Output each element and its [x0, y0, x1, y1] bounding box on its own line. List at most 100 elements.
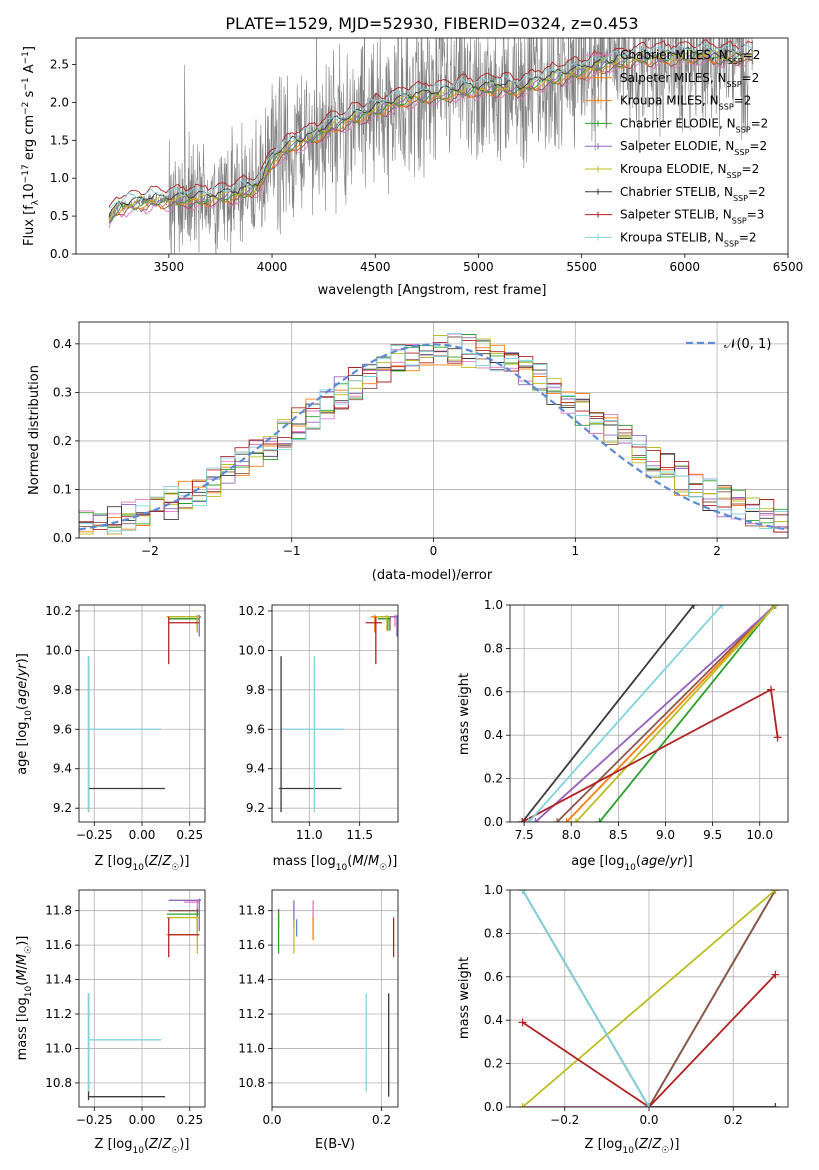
residuals-y-tick-label: 0.1	[53, 482, 72, 496]
mass-weight-vs-age-plot-area	[510, 605, 788, 822]
mass-vs-ebv-y-tick-label: 11.2	[238, 1007, 265, 1021]
residuals-y-tick-label: 0.4	[53, 337, 72, 351]
age-vs-z-y-tick-label: 9.6	[53, 722, 72, 736]
mass-weight-vs-age-marker	[595, 818, 604, 822]
mass-weight-vs-age-marker	[571, 818, 580, 822]
age-vs-mass-x-label: mass [log10(M/M☉)]	[273, 854, 398, 873]
mass-weight-vs-age-x-label: age [log10(age/yr)]	[571, 854, 693, 873]
age-vs-mass-y-tick-label: 9.4	[246, 762, 265, 776]
age-vs-z-y-tick-label: 9.4	[53, 762, 72, 776]
mass-weight-vs-age-marker	[767, 685, 776, 694]
residual-histogram-8	[79, 340, 788, 538]
mass-weight-vs-z-x-tick-label: −0.2	[550, 1113, 579, 1127]
mass-weight-vs-z-panel: Z [log10(Z/Z☉)] mass weight −0.2 0.0 0.2 0.…	[457, 883, 789, 1156]
age-vs-z-x-tick-label: 0.25	[176, 828, 203, 842]
mass-weight-vs-z-y-tick-label: 1.0	[484, 883, 503, 897]
mass-weight-vs-z-y-label: mass weight	[457, 957, 472, 1039]
mass-vs-z-y-tick-label: 11.4	[45, 973, 72, 987]
model-line-6	[108, 48, 754, 222]
legend-label-2: Salpeter MILES, NSSP=2	[620, 71, 759, 89]
mass-vs-z-panel: Z [log10(Z/Z☉)] mass [log10(M/M☉)] −0.25…	[15, 889, 206, 1156]
legend-label-7: Chabrier STELIB, NSSP=2	[620, 185, 766, 203]
spectrum-y-label: Flux [fλ10−17 erg cm−2 s−1 A−1]	[21, 46, 41, 246]
legend-label-3: Kroupa MILES, NSSP=2	[620, 94, 751, 112]
residuals-plot-area	[79, 322, 788, 538]
mass-weight-vs-z-frame	[509, 889, 789, 1108]
age-vs-mass-x-tick-label: 11.5	[346, 828, 373, 842]
mass-weight-vs-age-y-tick-label: 0.2	[484, 772, 503, 786]
age-vs-mass-y-tick-label: 9.6	[246, 722, 265, 736]
mass-vs-ebv-x-tick-label: 0.0	[262, 1113, 281, 1127]
residuals-y-tick-label: 0.3	[53, 385, 72, 399]
residuals-x-label: (data-model)/error	[372, 568, 493, 583]
mass-weight-vs-age-frame	[509, 604, 789, 823]
mass-weight-vs-age-marker	[771, 605, 780, 609]
mass-weight-vs-z-marker	[518, 1018, 527, 1027]
age-vs-z-plot-area	[79, 605, 205, 822]
mass-weight-vs-z-marker	[771, 970, 780, 979]
mass-weight-vs-age-y-tick-label: 0.4	[484, 728, 503, 742]
spectrum-frame	[75, 37, 789, 255]
model-line-9	[108, 42, 754, 209]
mass-vs-ebv-y-tick-label: 11.4	[238, 973, 265, 987]
model-line-5	[108, 50, 754, 224]
age-vs-mass-y-tick-label: 10.2	[238, 604, 265, 618]
age-vs-mass-plot-area	[272, 605, 398, 822]
mass-vs-ebv-x-tick-label: 0.2	[372, 1113, 391, 1127]
mass-weight-vs-age-series-2	[556, 605, 776, 822]
mass-weight-vs-age-series-6	[575, 605, 777, 822]
residuals-frame	[78, 321, 789, 539]
mass-weight-vs-age-y-tick-label: 1.0	[484, 598, 503, 612]
mass-weight-vs-age-marker	[518, 818, 527, 822]
spectrum-x-tick-label: 6000	[670, 260, 701, 274]
mass-weight-vs-age-x-tick-label: 8.0	[562, 828, 581, 842]
mass-vs-ebv-x-label: E(B-V)	[315, 1137, 355, 1152]
mass-vs-z-y-label: mass [log10(M/M☉)]	[15, 936, 34, 1061]
mass-vs-z-plot-area	[79, 890, 205, 1107]
mass-vs-z-x-tick-label: −0.25	[76, 1113, 113, 1127]
mass-vs-ebv-y-tick-label: 10.8	[238, 1076, 265, 1090]
mass-weight-vs-age-x-tick-label: 9.0	[656, 828, 675, 842]
model-line-2	[108, 57, 753, 223]
spectrum-y-tick-label: 1.5	[50, 133, 69, 147]
mass-weight-vs-age-y-label: mass weight	[457, 673, 472, 755]
mass-vs-z-x-tick-label: 0.00	[129, 1113, 156, 1127]
mass-weight-vs-age-marker	[770, 605, 779, 609]
mass-weight-vs-age-y-tick-label: 0.0	[484, 815, 503, 829]
age-vs-z-y-tick-label: 9.8	[53, 683, 72, 697]
age-vs-mass-y-tick-label: 9.8	[246, 683, 265, 697]
age-vs-z-x-label: Z [log10(Z/Z☉)]	[95, 854, 190, 873]
mass-weight-vs-z-y-tick-label: 0.6	[484, 970, 503, 984]
residuals-y-tick-label: 0.0	[53, 531, 72, 545]
spectrum-y-tick-label: 0.5	[50, 209, 69, 223]
age-vs-mass-frame	[271, 604, 399, 823]
mass-weight-vs-age-x-tick-label: 8.5	[609, 828, 628, 842]
residuals-x-tick-label: 0	[430, 544, 438, 558]
residuals-x-tick-label: 1	[571, 544, 579, 558]
mass-weight-vs-z-y-tick-label: 0.2	[484, 1057, 503, 1071]
mass-weight-vs-age-x-tick-label: 9.5	[703, 828, 722, 842]
mass-weight-vs-z-y-tick-label: 0.4	[484, 1013, 503, 1027]
spectrum-x-tick-label: 5000	[463, 260, 494, 274]
mass-weight-vs-age-marker	[531, 818, 540, 822]
mass-weight-vs-age-series-3	[565, 605, 777, 822]
legend-label-9: Kroupa STELIB, NSSP=2	[620, 230, 757, 248]
model-line-8	[108, 38, 753, 208]
age-vs-z-frame	[78, 604, 206, 823]
mass-weight-vs-z-marker	[771, 1103, 780, 1107]
legend-label-8: Salpeter STELIB, NSSP=3	[620, 208, 764, 226]
spectrum-plot-area	[108, 38, 754, 254]
mass-vs-ebv-panel: E(B-V) 0.0 0.2 10.8 11.0 11.2 11.4 11.6 11.8	[238, 889, 399, 1152]
mass-weight-vs-age-x-tick-label: 7.5	[515, 828, 534, 842]
spectrum-y-tick-label: 1.0	[50, 171, 69, 185]
mass-vs-z-x-label: Z [log10(Z/Z☉)]	[95, 1137, 190, 1156]
age-vs-z-panel: Z [log10(Z/Z☉)] age [log10(age/yr)] −0.2…	[15, 604, 206, 873]
spectrum-x-tick-label: 3500	[154, 260, 185, 274]
residual-histogram-9	[79, 333, 788, 538]
mass-weight-vs-z-marker	[518, 890, 527, 894]
spectrum-x-tick-label: 6500	[773, 260, 804, 274]
age-vs-mass-x-tick-label: 11.0	[296, 828, 323, 842]
mass-weight-vs-z-series-4	[522, 890, 776, 1107]
mass-vs-ebv-plot-area	[272, 890, 398, 1107]
